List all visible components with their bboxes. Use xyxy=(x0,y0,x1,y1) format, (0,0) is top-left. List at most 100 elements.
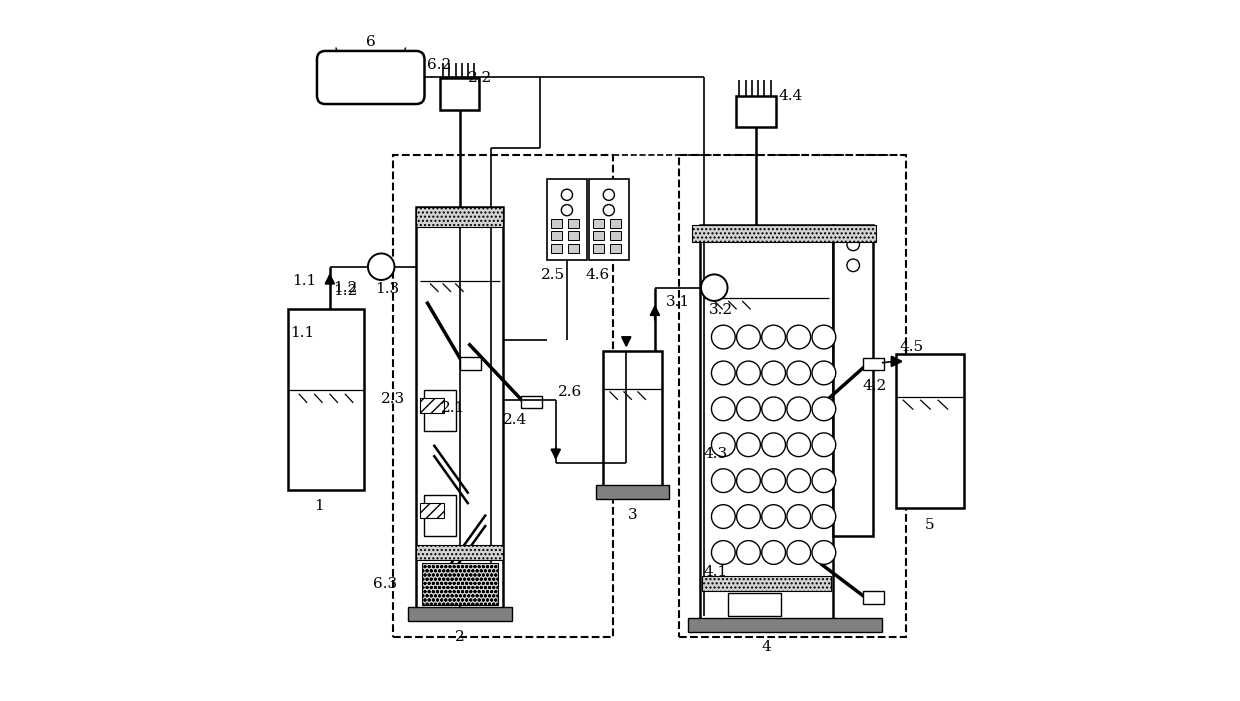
Circle shape xyxy=(368,254,394,280)
Bar xyxy=(424,495,456,536)
Bar xyxy=(603,350,662,486)
Bar xyxy=(701,225,833,619)
Circle shape xyxy=(737,433,760,456)
Bar xyxy=(440,79,480,109)
Bar xyxy=(589,179,629,260)
Text: 4.4: 4.4 xyxy=(779,88,802,102)
Circle shape xyxy=(761,469,785,493)
Circle shape xyxy=(787,505,811,529)
Circle shape xyxy=(737,540,760,564)
Bar xyxy=(863,592,884,604)
Text: 6.3: 6.3 xyxy=(373,578,397,592)
Text: 3: 3 xyxy=(627,508,637,522)
Bar xyxy=(833,225,873,536)
Circle shape xyxy=(761,397,785,421)
Circle shape xyxy=(737,325,760,349)
Circle shape xyxy=(761,505,785,529)
Bar xyxy=(595,485,668,499)
Bar xyxy=(692,225,877,243)
Text: 1.3: 1.3 xyxy=(376,282,399,296)
Circle shape xyxy=(712,505,735,529)
Bar xyxy=(551,244,562,253)
Text: 4: 4 xyxy=(761,640,771,654)
FancyBboxPatch shape xyxy=(317,51,424,104)
Bar xyxy=(289,308,363,490)
Bar xyxy=(568,231,579,240)
Circle shape xyxy=(737,469,760,493)
Bar xyxy=(863,358,884,370)
Circle shape xyxy=(712,325,735,349)
Circle shape xyxy=(812,469,836,493)
Bar xyxy=(417,545,503,560)
Bar xyxy=(417,207,503,227)
Circle shape xyxy=(562,205,573,216)
Circle shape xyxy=(812,540,836,564)
Text: 2.5: 2.5 xyxy=(541,268,565,282)
Circle shape xyxy=(787,325,811,349)
Bar xyxy=(728,594,781,615)
Bar xyxy=(568,244,579,253)
Bar xyxy=(568,219,579,228)
Circle shape xyxy=(562,189,573,200)
Bar xyxy=(610,244,621,253)
Circle shape xyxy=(761,433,785,456)
Bar xyxy=(419,503,444,518)
Bar xyxy=(610,231,621,240)
Text: 4.2: 4.2 xyxy=(862,379,887,393)
Bar xyxy=(521,396,542,409)
Text: 2.4: 2.4 xyxy=(502,414,527,428)
Bar xyxy=(551,231,562,240)
Circle shape xyxy=(603,189,614,200)
Bar xyxy=(417,207,503,609)
Bar xyxy=(393,155,613,637)
Text: 4.5: 4.5 xyxy=(899,341,924,355)
Bar xyxy=(702,576,831,592)
Circle shape xyxy=(737,505,760,529)
Circle shape xyxy=(847,238,859,251)
Bar xyxy=(737,95,775,127)
Circle shape xyxy=(847,259,859,271)
Bar xyxy=(422,564,497,606)
Text: 4.1: 4.1 xyxy=(704,565,728,579)
Circle shape xyxy=(761,540,785,564)
Bar xyxy=(408,608,512,621)
Text: 2.3: 2.3 xyxy=(381,393,405,407)
Text: 2: 2 xyxy=(455,629,465,644)
Circle shape xyxy=(712,361,735,385)
Circle shape xyxy=(812,433,836,456)
Text: 2.1: 2.1 xyxy=(440,401,465,415)
Circle shape xyxy=(737,397,760,421)
Text: 2.6: 2.6 xyxy=(558,385,582,399)
Circle shape xyxy=(712,469,735,493)
Circle shape xyxy=(712,540,735,564)
Bar xyxy=(424,390,456,431)
Circle shape xyxy=(712,397,735,421)
Circle shape xyxy=(812,505,836,529)
Circle shape xyxy=(761,361,785,385)
Circle shape xyxy=(812,397,836,421)
Circle shape xyxy=(812,361,836,385)
Circle shape xyxy=(787,540,811,564)
Bar xyxy=(688,618,882,632)
Bar xyxy=(895,354,965,508)
Bar xyxy=(419,398,444,414)
Text: 1.2: 1.2 xyxy=(334,284,357,298)
Text: 3.2: 3.2 xyxy=(709,303,733,317)
Text: 1.1: 1.1 xyxy=(290,326,314,340)
Text: 1: 1 xyxy=(314,498,324,512)
Bar xyxy=(460,358,481,370)
Text: 3.1: 3.1 xyxy=(666,294,689,308)
Bar xyxy=(593,244,604,253)
Text: 6.2: 6.2 xyxy=(427,58,451,72)
Bar xyxy=(547,179,588,260)
Circle shape xyxy=(603,205,614,216)
Circle shape xyxy=(712,433,735,456)
Bar xyxy=(680,155,906,637)
Text: 2.2: 2.2 xyxy=(469,72,492,86)
Text: 4.3: 4.3 xyxy=(704,447,728,461)
Text: 5: 5 xyxy=(925,518,935,532)
Text: 1.2: 1.2 xyxy=(334,280,357,294)
Bar xyxy=(593,219,604,228)
Circle shape xyxy=(737,361,760,385)
Bar xyxy=(551,219,562,228)
